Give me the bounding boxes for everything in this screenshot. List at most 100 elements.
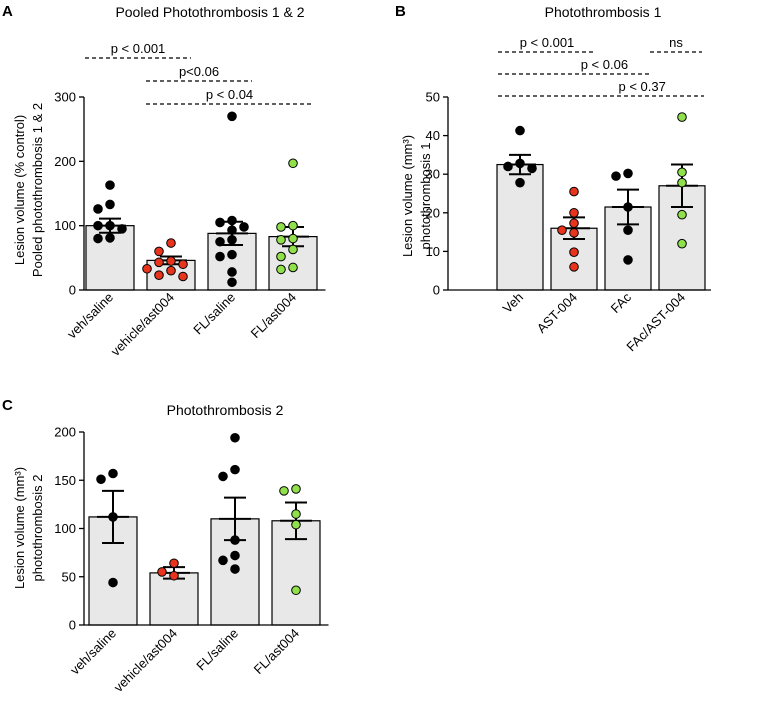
panel-letter-b: B xyxy=(395,3,406,20)
panel-c-ylabel-line2: photothrombosis 2 xyxy=(30,475,45,582)
panel-b-point-3-4 xyxy=(677,238,687,249)
panel-a-point-2-3 xyxy=(239,222,249,232)
panel-a-point-1-0 xyxy=(166,238,176,248)
panel-a-ytick-label-100: 100 xyxy=(54,218,76,233)
panel-a-xtick-label-2: FL/saline xyxy=(190,290,238,338)
panel-b-ytick-label-20: 20 xyxy=(426,205,440,220)
panel-c-ytick-label-150: 150 xyxy=(54,473,76,488)
panel-c: C Photothrombosis 2 Lesion volume (mm³) … xyxy=(2,397,329,695)
panel-b-point-1-6 xyxy=(569,262,579,272)
panel-a-point-0-5 xyxy=(117,224,127,234)
panel-a-ylabel-line2: Pooled photothrombosis 1 & 2 xyxy=(30,103,45,277)
panel-c-point-3-2 xyxy=(291,509,301,519)
panel-c-point-3-4 xyxy=(291,585,301,596)
panel-a-point-0-1 xyxy=(105,199,115,210)
panel-a-point-3-0 xyxy=(288,158,298,169)
panel-c-xtick-label-1: vehicle/ast004 xyxy=(111,626,180,695)
panel-b-ytick-label-30: 30 xyxy=(426,167,440,182)
panel-c-point-3-0 xyxy=(291,484,301,494)
panel-b-comparison-label-0: p < 0.001 xyxy=(520,35,575,50)
panel-b-title: Photothrombosis 1 xyxy=(545,4,662,20)
panel-b-point-1-5 xyxy=(569,247,579,257)
panel-b-point-1-4 xyxy=(569,228,579,238)
panel-b-ytick-label-10: 10 xyxy=(426,244,440,259)
panel-c-xtick-label-0: veh/saline xyxy=(67,626,119,678)
panel-c-ytick-label-200: 200 xyxy=(54,425,76,440)
panel-a-point-2-7 xyxy=(227,249,237,260)
panel-c-ytick-label-50: 50 xyxy=(62,569,76,584)
panel-c-point-3-3 xyxy=(291,519,301,530)
panel-c-point-2-2 xyxy=(218,471,228,482)
panel-a-point-1-6 xyxy=(166,265,176,276)
panel-a-point-1-3 xyxy=(154,257,164,268)
panel-c-point-2-6 xyxy=(230,564,240,574)
panel-a-title: Pooled Photothrombosis 1 & 2 xyxy=(115,4,304,20)
panel-b-xtick-label-0: Veh xyxy=(500,290,526,316)
panel-a-point-0-4 xyxy=(93,220,103,231)
panel-a-point-1-5 xyxy=(142,263,152,274)
panel-a-point-3-2 xyxy=(276,222,286,232)
panel-b-point-0-1 xyxy=(515,158,525,169)
panel-c-point-3-1 xyxy=(279,486,289,496)
panel-a-point-3-7 xyxy=(288,262,298,273)
panel-a-point-2-0 xyxy=(227,111,237,122)
panel-c-point-0-3 xyxy=(108,577,118,588)
panel-b-point-2-1 xyxy=(611,171,621,181)
panel-a-ylabel-line1: Lesion volume (% control) xyxy=(12,115,27,265)
panel-c-point-1-0 xyxy=(169,558,179,569)
panel-a-point-1-8 xyxy=(178,271,188,282)
panel-b-point-2-0 xyxy=(623,168,633,179)
panel-c-title: Photothrombosis 2 xyxy=(167,402,284,418)
panel-a-point-3-6 xyxy=(276,251,286,262)
panel-c-point-0-2 xyxy=(108,512,118,522)
panel-a-comparison-label-2: p < 0.04 xyxy=(206,87,253,102)
panel-b-xtick-label-1: AST-004 xyxy=(534,290,580,336)
panel-a-point-2-4 xyxy=(227,225,237,235)
panel-b-point-3-2 xyxy=(677,177,687,188)
panel-b-ytick-label-50: 50 xyxy=(426,90,440,105)
panel-a-point-1-7 xyxy=(154,270,164,281)
panel-letter-a: A xyxy=(2,3,13,20)
panel-b-point-3-1 xyxy=(677,167,687,178)
panel-b-point-3-3 xyxy=(677,209,687,220)
panel-a-point-1-1 xyxy=(154,246,164,257)
panel-a-comparison-label-1: p<0.06 xyxy=(179,64,219,79)
panel-a-point-0-3 xyxy=(105,220,115,231)
panel-a-point-3-1 xyxy=(288,220,298,231)
panel-b-ytick-label-0: 0 xyxy=(433,283,440,298)
panel-b-point-2-2 xyxy=(623,202,633,212)
panel-b-ytick-label-40: 40 xyxy=(426,128,440,143)
panel-b-point-3-0 xyxy=(677,112,687,122)
panel-b-point-1-1 xyxy=(569,208,579,218)
panel-c-point-2-1 xyxy=(230,464,240,475)
panel-b-point-0-2 xyxy=(503,161,513,172)
panel-a: A Pooled Photothrombosis 1 & 2 Lesion vo… xyxy=(2,3,326,359)
panel-a-ytick-label-0: 0 xyxy=(69,283,76,298)
panel-a-point-2-5 xyxy=(227,235,237,245)
panel-c-ytick-label-100: 100 xyxy=(54,521,76,536)
panel-b-comparison-label-2: p < 0.06 xyxy=(581,57,628,72)
panel-b-xtick-label-2: FAc xyxy=(608,289,635,316)
panel-c-bar-1 xyxy=(149,572,199,626)
panel-b-comparison-label-1: ns xyxy=(669,35,683,50)
panel-b-point-1-3 xyxy=(557,225,567,235)
panel-c-xtick-label-2: FL/saline xyxy=(193,626,241,674)
panel-c-point-1-2 xyxy=(169,570,179,581)
panel-letter-c: C xyxy=(2,397,13,414)
panel-b: B Photothrombosis 1 Lesion volume (mm³) … xyxy=(395,3,711,354)
panel-a-point-0-7 xyxy=(93,233,103,244)
panel-a-xtick-label-3: FL/ast004 xyxy=(248,290,299,341)
panel-c-point-2-0 xyxy=(230,432,240,443)
panel-b-point-2-4 xyxy=(623,255,633,265)
panel-b-point-0-3 xyxy=(527,163,537,174)
panel-a-point-1-4 xyxy=(178,259,188,270)
panel-a-point-0-2 xyxy=(93,204,103,214)
panel-b-point-1-0 xyxy=(569,186,579,197)
panel-c-point-0-1 xyxy=(96,474,106,485)
panel-b-ylabel-line2: photothrombosis 1 xyxy=(418,143,433,250)
panel-a-point-2-8 xyxy=(215,251,225,262)
panel-a-ytick-label-300: 300 xyxy=(54,90,76,105)
panel-a-point-3-8 xyxy=(276,264,286,275)
panel-a-point-2-10 xyxy=(227,277,237,288)
